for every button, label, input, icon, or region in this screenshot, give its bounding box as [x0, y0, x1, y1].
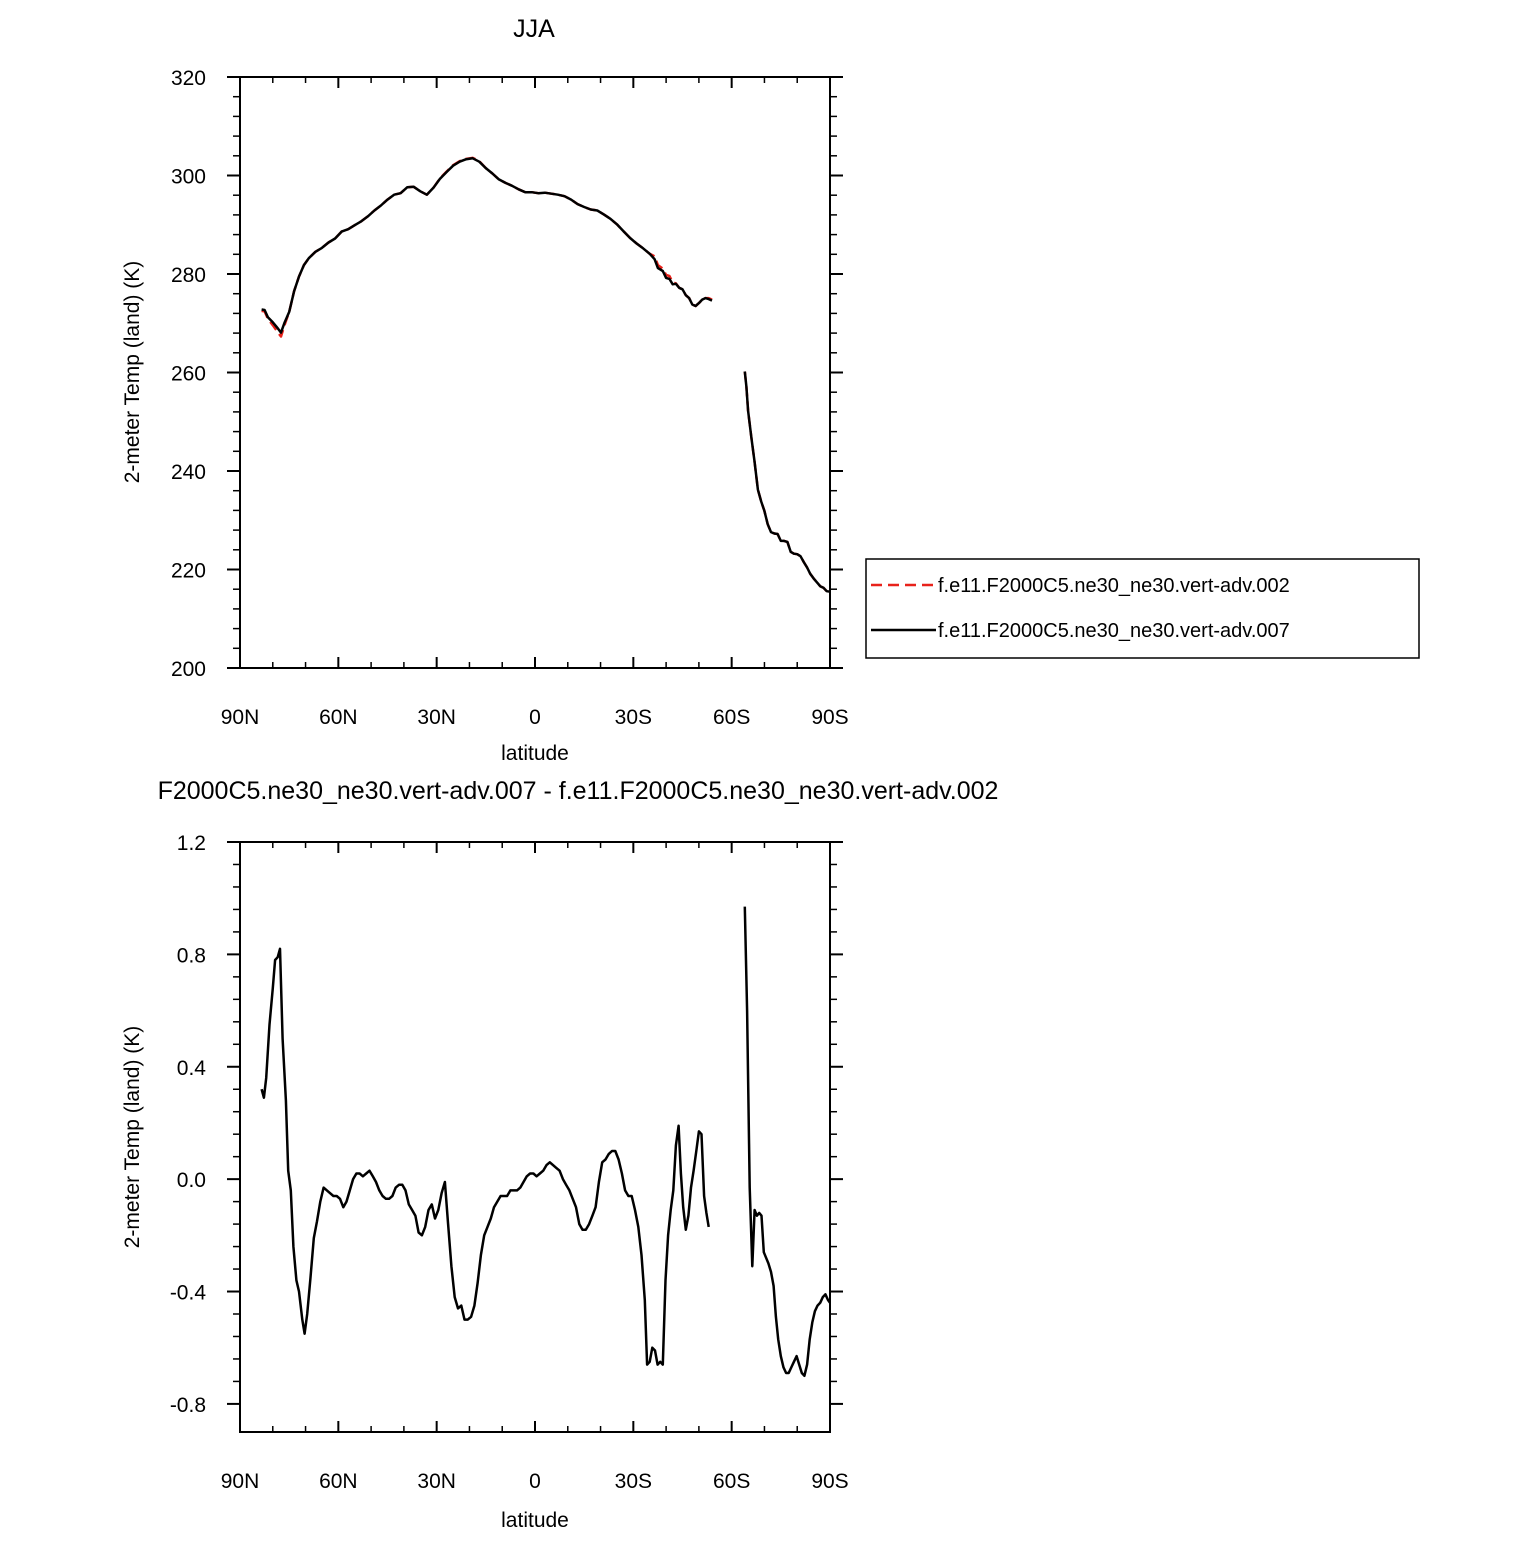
x-tick-label: 90S: [811, 1470, 848, 1493]
y-tick-label: 1.2: [177, 832, 206, 855]
legend-label-series-2: f.e11.F2000C5.ne30_ne30.vert-adv.007: [938, 620, 1290, 642]
legend: f.e11.F2000C5.ne30_ne30.vert-adv.002 f.e…: [865, 558, 1420, 659]
y-tick-label: 0.4: [177, 1057, 207, 1080]
y-tick-label: 0.0: [177, 1169, 206, 1192]
y-tick-label: -0.8: [170, 1394, 206, 1417]
x-tick-label: 90S: [811, 706, 848, 729]
y-tick-label: 240: [171, 461, 206, 484]
series-line-1-segment-2: [743, 906, 832, 1378]
y-tick-label: 280: [171, 264, 206, 287]
top-panel: JJA 90N 60N 30N 0 30S 60S 90S 200 220 240 260 280 30…: [121, 15, 1420, 765]
bottom-axes: 90N 60N 30N 0 30S 60S 90S -0.8 -0.4 0.0 0.4 0.8 1.2: [170, 832, 849, 1493]
top-plot-frame: [239, 76, 831, 669]
bottom-chart-title: F2000C5.ne30_ne30.vert-adv.007 - f.e11.F…: [158, 777, 999, 805]
y-tick-label: 300: [171, 166, 206, 189]
x-tick-label: 30N: [417, 706, 456, 729]
y-tick-label: 220: [171, 560, 206, 583]
y-tick-label: 320: [171, 67, 206, 90]
top-axes: 90N 60N 30N 0 30S 60S 90S 200 220 240 260 280 300 320: [171, 67, 849, 729]
y-tick-label: 0.8: [177, 944, 206, 967]
y-tick-label: 200: [171, 658, 206, 681]
series-line-1-segment-1: [261, 156, 713, 338]
series-line-1-segment-1: [260, 947, 710, 1366]
x-tick-label: 60N: [319, 706, 358, 729]
top-x-axis-label: latitude: [501, 742, 569, 765]
top-series-group: [261, 156, 831, 593]
bottom-y-axis-label: 2-meter Temp (land) (K): [121, 1026, 144, 1249]
series-line-2-segment-1: [261, 157, 713, 334]
x-tick-label: 60S: [713, 706, 750, 729]
x-tick-label: 0: [529, 706, 541, 729]
bottom-series-group: [260, 906, 832, 1378]
x-tick-label: 30S: [615, 1470, 652, 1493]
bottom-panel: F2000C5.ne30_ne30.vert-adv.007 - f.e11.F…: [121, 777, 998, 1532]
bottom-x-axis-label: latitude: [501, 1509, 569, 1532]
x-tick-label: 90N: [221, 1470, 260, 1493]
y-tick-label: 260: [171, 363, 206, 386]
x-tick-label: 30S: [615, 706, 652, 729]
x-tick-label: 30N: [417, 1470, 456, 1493]
bottom-plot-frame: [239, 841, 831, 1433]
x-tick-label: 90N: [221, 706, 260, 729]
top-chart-title: JJA: [513, 15, 555, 43]
series-line-2-segment-2: [743, 371, 831, 593]
x-tick-label: 0: [529, 1470, 541, 1493]
x-tick-label: 60N: [319, 1470, 358, 1493]
x-tick-label: 60S: [713, 1470, 750, 1493]
top-y-axis-label: 2-meter Temp (land) (K): [121, 261, 144, 484]
legend-label-series-1: f.e11.F2000C5.ne30_ne30.vert-adv.002: [938, 575, 1290, 597]
y-tick-label: -0.4: [170, 1282, 207, 1305]
legend-box: [865, 558, 1420, 659]
